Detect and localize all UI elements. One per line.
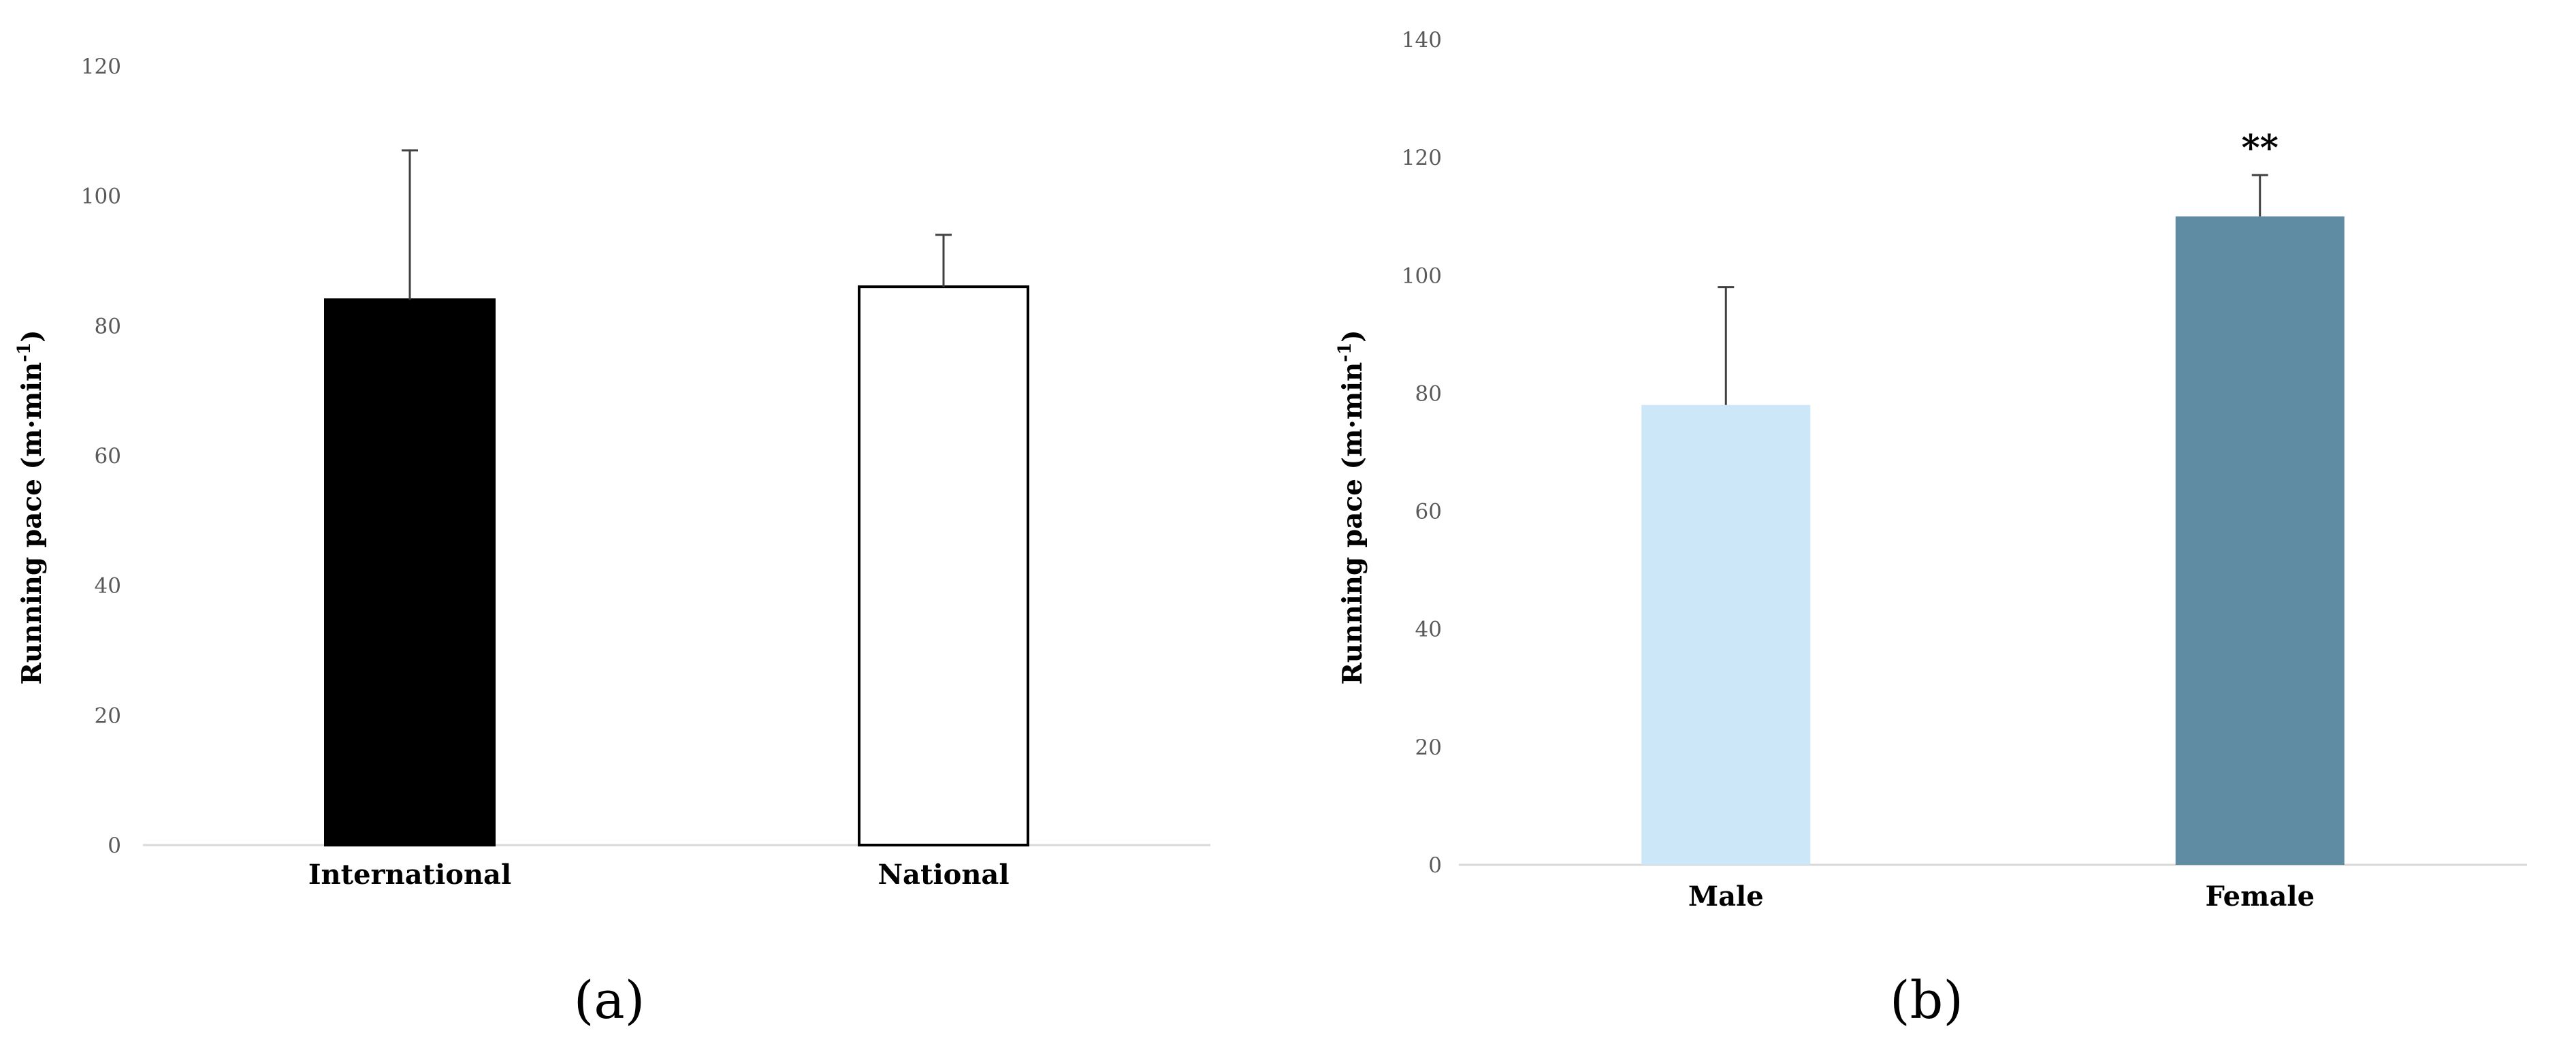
y-tick-label: 120 [81, 54, 121, 79]
significance-annotation: ** [2242, 127, 2279, 169]
y-tick-label: 100 [81, 185, 121, 209]
bar [2175, 216, 2345, 865]
y-tick-label: 40 [1415, 618, 1442, 642]
panel-label: (a) [574, 970, 645, 1030]
bar [1641, 404, 1811, 865]
panel-b: Running pace (m·min-1) (b) 0 20 40 60 80 100 1… [1335, 28, 2527, 1030]
y-tick-label: 40 [95, 574, 121, 599]
y-tick-label: 0 [108, 833, 121, 858]
panel-a: Running pace (m·min-1) (a) 0 20 40 60 80 100 1… [14, 54, 1210, 1030]
bar [324, 298, 496, 846]
y-axis-title: Running pace (m·min-1) [14, 330, 48, 684]
x-category-label: International [308, 859, 511, 891]
y-tick-label: 100 [1402, 264, 1442, 288]
x-category-label: National [878, 859, 1009, 891]
y-tick-label: 80 [1415, 381, 1442, 406]
bar [858, 285, 1029, 846]
y-tick-label: 0 [1428, 853, 1442, 878]
y-tick-label: 60 [95, 444, 121, 469]
y-tick-label: 140 [1402, 28, 1442, 52]
x-category-label: Female [2205, 880, 2315, 912]
y-tick-label: 120 [1402, 146, 1442, 170]
y-tick-label: 20 [95, 703, 121, 728]
y-axis-title: Running pace (m·min-1) [1335, 330, 1368, 684]
x-category-label: Male [1688, 880, 1764, 912]
y-tick-label: 60 [1415, 500, 1442, 524]
y-tick-label: 80 [95, 314, 121, 338]
panel-label: (b) [1890, 970, 1963, 1030]
y-tick-label: 20 [1415, 735, 1442, 760]
